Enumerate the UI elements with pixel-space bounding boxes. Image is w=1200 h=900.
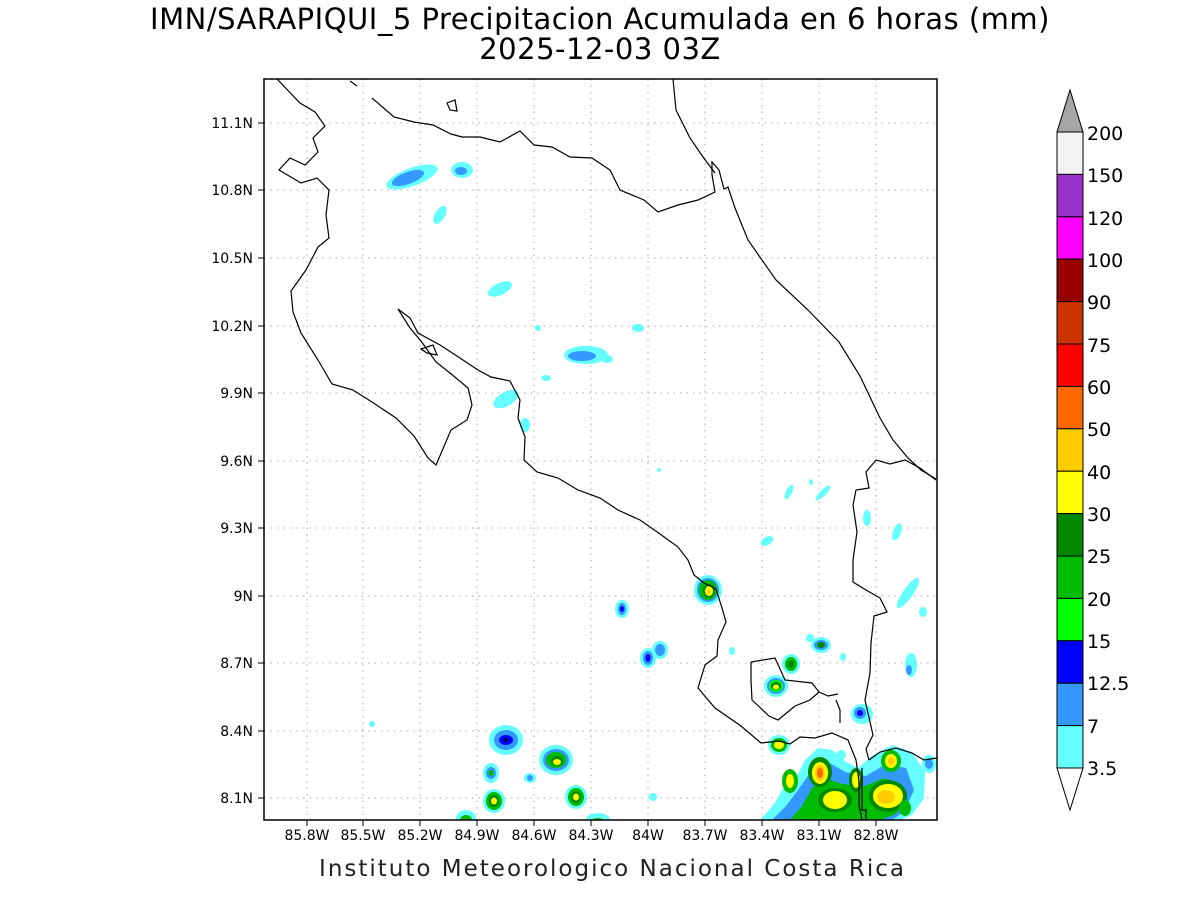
lat-label: 10.2N (211, 319, 253, 335)
legend-label: 50 (1087, 419, 1111, 441)
legend-color-box (1056, 470, 1084, 515)
legend-label: 90 (1087, 292, 1111, 314)
legend-color-box (1056, 682, 1084, 727)
precipitation-field (369, 162, 936, 820)
legend-label: 75 (1087, 335, 1111, 357)
lon-label: 85.5W (340, 828, 385, 844)
legend-color-box (1056, 428, 1084, 472)
map-datetime: 2025-12-03 03Z (479, 32, 721, 66)
lat-label: 8.1N (220, 791, 253, 807)
legend-label: 7 (1087, 716, 1099, 738)
lon-label: 84.9W (454, 828, 499, 844)
map-title: IMN/SARAPIQUI_5 Precipitacion Acumulada … (150, 2, 1050, 36)
lat-label: 9N (234, 589, 253, 605)
legend-under-triangle (1056, 767, 1084, 812)
legend-label: 40 (1087, 462, 1111, 484)
legend-label: 12.5 (1087, 673, 1129, 695)
lon-label: 83.7W (682, 828, 727, 844)
lon-label: 84.6W (511, 828, 556, 844)
legend-color-box (1056, 216, 1084, 260)
legend-color-box (1056, 597, 1084, 642)
lon-label: 84.3W (568, 828, 613, 844)
axis-ticks (258, 122, 877, 826)
legend-colorbar: 200 150 120 100 90 75 60 50 40 30 25 20 … (1056, 88, 1129, 812)
footer-credit: Instituto Meteorologico Nacional Costa R… (319, 856, 906, 882)
legend-label: 150 (1087, 165, 1123, 187)
legend-label: 60 (1087, 377, 1111, 399)
legend-color-box (1056, 173, 1084, 218)
map-grid (264, 79, 937, 820)
lon-label: 85.2W (397, 828, 442, 844)
lon-label: 85.8W (284, 828, 329, 844)
lat-label: 9.6N (220, 454, 253, 470)
legend-label: 15 (1087, 631, 1111, 653)
lat-label: 8.7N (220, 656, 253, 672)
legend-color-box (1056, 301, 1084, 345)
legend-color-box (1056, 513, 1084, 557)
coastline (276, 79, 937, 820)
legend-label: 25 (1087, 546, 1111, 568)
legend-color-box (1056, 640, 1084, 684)
lon-label: 83.4W (739, 828, 784, 844)
legend-color-box (1056, 131, 1084, 175)
map-frame (263, 78, 938, 821)
legend-color-box (1056, 555, 1084, 599)
lat-label: 10.5N (211, 251, 253, 267)
lon-label: 83.1W (796, 828, 841, 844)
lon-label: 82.8W (853, 828, 898, 844)
legend-over-triangle (1056, 88, 1084, 133)
legend-label: 100 (1087, 250, 1123, 272)
lat-label: 11.1N (211, 116, 253, 132)
legend-color-box (1056, 258, 1084, 303)
lon-label: 84W (632, 828, 664, 844)
lat-label: 8.4N (220, 724, 253, 740)
legend-label: 20 (1087, 589, 1111, 611)
legend-label: 120 (1087, 208, 1123, 230)
lat-label: 9.9N (220, 386, 253, 402)
legend-label: 3.5 (1087, 758, 1117, 780)
lat-label: 10.8N (211, 183, 253, 199)
legend-label: 200 (1087, 123, 1123, 145)
lat-label: 9.3N (220, 521, 253, 537)
legend-color-box (1056, 725, 1084, 769)
legend-label: 30 (1087, 504, 1111, 526)
legend-color-box (1056, 343, 1084, 387)
legend-color-box (1056, 385, 1084, 430)
